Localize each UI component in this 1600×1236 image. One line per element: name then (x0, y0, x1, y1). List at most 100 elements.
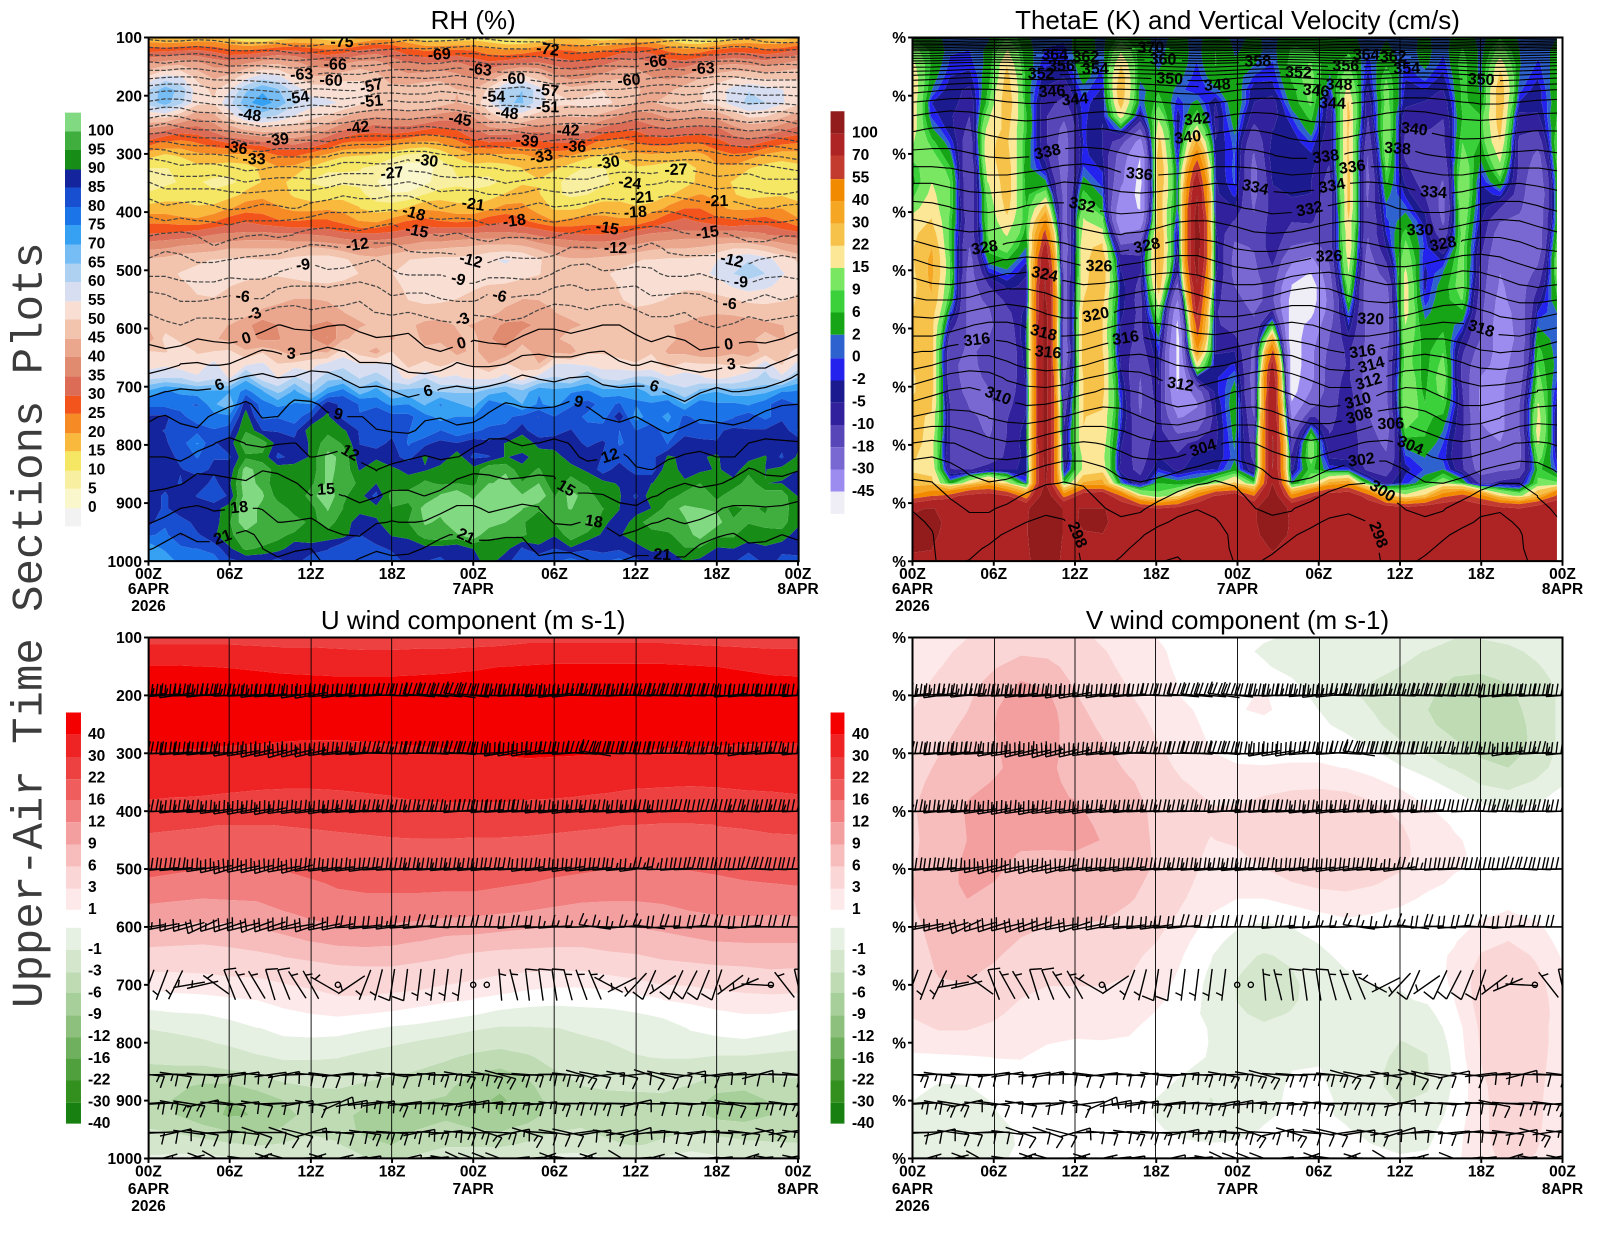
svg-text:342: 342 (1183, 110, 1211, 130)
svg-text:00Z: 00Z (460, 1163, 487, 1180)
svg-text:6APR: 6APR (128, 1181, 169, 1198)
svg-text:30: 30 (88, 748, 105, 765)
svg-text:-48: -48 (495, 104, 520, 123)
svg-text:21: 21 (212, 527, 235, 549)
svg-text:-12: -12 (345, 235, 370, 255)
svg-text:06Z: 06Z (541, 566, 568, 583)
svg-text:95: 95 (88, 141, 106, 158)
svg-text:-18: -18 (502, 211, 527, 231)
svg-text:500: 500 (116, 263, 142, 280)
svg-text:85: 85 (88, 179, 106, 196)
svg-text:-54: -54 (482, 89, 505, 106)
svg-text:06Z: 06Z (1305, 1163, 1332, 1180)
svg-text:%: % (892, 630, 906, 647)
svg-text:-1: -1 (852, 941, 866, 958)
svg-text:8APR: 8APR (777, 581, 818, 598)
svg-text:900: 900 (116, 496, 142, 513)
svg-text:ThetaE (K) and Vertical Veloci: ThetaE (K) and Vertical Velocity (cm/s) (1015, 5, 1460, 35)
svg-text:50: 50 (88, 311, 105, 328)
svg-text:316: 316 (1348, 342, 1377, 362)
svg-text:12Z: 12Z (298, 1163, 325, 1180)
svg-text:302: 302 (1347, 450, 1376, 470)
svg-text:%: % (892, 1093, 906, 1110)
svg-text:18Z: 18Z (1143, 566, 1170, 583)
svg-text:70: 70 (852, 147, 869, 164)
svg-text:-30: -30 (852, 461, 874, 478)
svg-text:15: 15 (88, 443, 106, 460)
svg-text:700: 700 (116, 977, 142, 994)
svg-text:12Z: 12Z (298, 566, 325, 583)
svg-text:-54: -54 (285, 88, 310, 108)
svg-text:00Z: 00Z (1549, 1163, 1576, 1180)
svg-text:-33: -33 (242, 151, 265, 168)
svg-text:12Z: 12Z (1062, 566, 1089, 583)
svg-text:300: 300 (116, 147, 142, 164)
svg-text:18: 18 (584, 512, 605, 532)
svg-text:5: 5 (88, 480, 97, 497)
svg-text:20: 20 (88, 424, 105, 441)
svg-text:-18: -18 (852, 438, 875, 455)
svg-text:316: 316 (1034, 343, 1062, 363)
svg-text:18Z: 18Z (703, 566, 730, 583)
svg-text:9: 9 (88, 835, 97, 852)
svg-text:318: 318 (1028, 322, 1058, 345)
svg-text:-6: -6 (852, 984, 866, 1001)
svg-text:-15: -15 (594, 218, 620, 239)
svg-text:18Z: 18Z (379, 566, 406, 583)
svg-text:00Z: 00Z (785, 1163, 812, 1180)
svg-text:700: 700 (116, 379, 142, 396)
svg-text:12Z: 12Z (1387, 566, 1414, 583)
svg-text:-6: -6 (722, 295, 738, 313)
svg-text:%: % (892, 205, 906, 222)
svg-text:%: % (892, 977, 906, 994)
svg-text:-6: -6 (235, 288, 251, 306)
svg-text:800: 800 (116, 438, 142, 455)
svg-text:3: 3 (726, 356, 737, 374)
svg-text:-9: -9 (88, 1006, 102, 1023)
svg-text:8APR: 8APR (1542, 1181, 1583, 1198)
svg-text:3: 3 (286, 345, 296, 363)
svg-text:00Z: 00Z (460, 566, 487, 583)
svg-text:8APR: 8APR (1542, 581, 1583, 598)
svg-text:40: 40 (88, 726, 105, 743)
svg-text:-9: -9 (734, 274, 749, 291)
svg-text:334: 334 (1420, 183, 1448, 202)
svg-text:356: 356 (1048, 58, 1075, 75)
svg-text:6APR: 6APR (128, 581, 169, 598)
svg-text:8APR: 8APR (777, 1181, 818, 1198)
svg-text:1: 1 (852, 901, 861, 918)
svg-text:350: 350 (1156, 70, 1184, 88)
svg-text:-15: -15 (695, 223, 720, 243)
svg-text:12Z: 12Z (1387, 1163, 1414, 1180)
svg-text:00Z: 00Z (1549, 566, 1576, 583)
svg-text:40: 40 (852, 726, 869, 743)
svg-text:-63: -63 (691, 60, 715, 78)
svg-text:330: 330 (1407, 222, 1434, 239)
svg-text:328: 328 (1132, 235, 1162, 257)
svg-text:-51: -51 (359, 92, 384, 111)
svg-text:-42: -42 (556, 122, 580, 140)
svg-text:346: 346 (1038, 83, 1066, 102)
svg-text:%: % (892, 1151, 906, 1168)
svg-text:306: 306 (1377, 415, 1404, 433)
svg-text:326: 326 (1316, 248, 1343, 266)
svg-text:360: 360 (1150, 51, 1177, 69)
svg-text:18: 18 (230, 499, 250, 518)
svg-text:310: 310 (1343, 389, 1373, 413)
svg-text:06Z: 06Z (1305, 566, 1332, 583)
svg-text:312: 312 (1166, 374, 1195, 395)
svg-text:-18: -18 (623, 204, 647, 222)
svg-text:6: 6 (422, 382, 435, 401)
svg-text:15: 15 (554, 477, 578, 501)
svg-text:-15: -15 (404, 221, 430, 242)
svg-text:2026: 2026 (895, 1198, 930, 1215)
svg-text:320: 320 (1081, 304, 1111, 326)
svg-text:75: 75 (88, 217, 106, 234)
svg-text:200: 200 (116, 88, 142, 105)
svg-text:308: 308 (1344, 404, 1374, 428)
svg-text:7APR: 7APR (1217, 581, 1258, 598)
svg-text:12: 12 (88, 814, 105, 831)
svg-text:316: 316 (963, 330, 992, 350)
svg-text:%: % (892, 1035, 906, 1052)
svg-text:-39: -39 (515, 132, 540, 151)
